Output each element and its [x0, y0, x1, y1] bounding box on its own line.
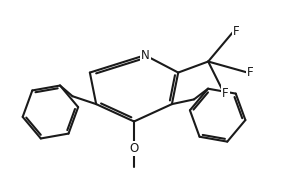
Text: F: F: [247, 66, 254, 79]
Text: N: N: [141, 49, 149, 62]
Text: O: O: [130, 142, 139, 155]
Text: F: F: [233, 25, 239, 38]
Text: F: F: [222, 86, 229, 100]
